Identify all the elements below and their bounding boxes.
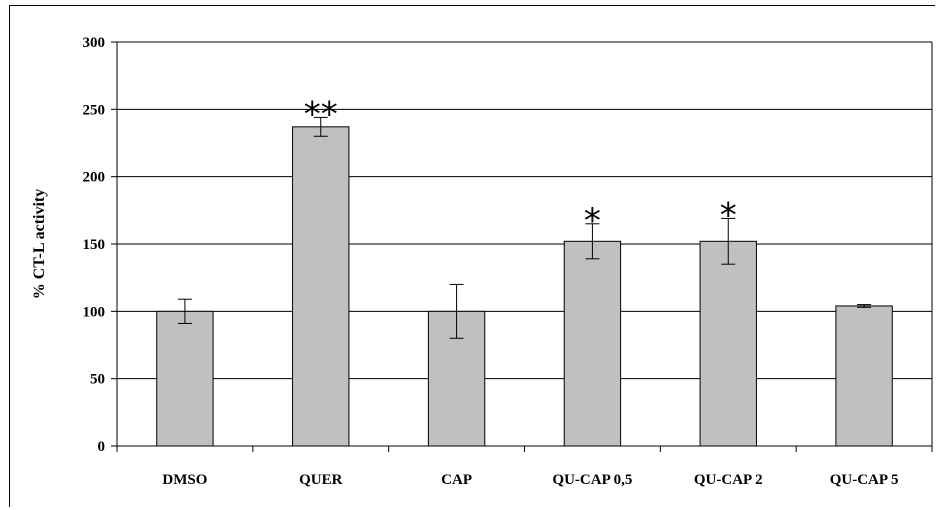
- significance-marks: *** *: [304, 94, 737, 240]
- bar-qu-cap-2: [699, 240, 757, 447]
- category-labels: DMSO QUER CAP QU-CAP 0,5 QU-CAP 2 QU-CAP 5: [162, 472, 898, 488]
- y-tick-label: 50: [90, 372, 105, 388]
- x-tick-label: DMSO: [162, 472, 207, 488]
- axes: [111, 41, 933, 452]
- chart-frame: [9, 5, 935, 507]
- y-tick-label: 150: [83, 237, 106, 253]
- x-tick-label: QU-CAP 5: [830, 472, 899, 488]
- y-tick-label: 300: [83, 35, 106, 51]
- significance-mark: **: [304, 94, 338, 134]
- bar-qu-cap-5: [835, 305, 893, 447]
- x-tick-label: QUER: [299, 472, 343, 488]
- x-tick-label: CAP: [441, 472, 472, 488]
- y-tick-label: 0: [98, 439, 106, 455]
- bar-quer: [292, 126, 350, 447]
- y-tick-label: 100: [83, 304, 106, 320]
- bar-qu-cap-0-5: [563, 240, 622, 447]
- significance-mark: *: [584, 201, 601, 241]
- significance-mark: *: [720, 195, 737, 235]
- y-tick-label: 250: [83, 102, 106, 118]
- error-bars: [177, 116, 872, 339]
- gridlines: [117, 41, 932, 380]
- y-tick-label: 200: [83, 170, 106, 186]
- x-tick-label: QU-CAP 0,5: [552, 472, 632, 488]
- y-axis-label: % CT-L activity: [31, 189, 48, 300]
- x-tick-label: QU-CAP 2: [694, 472, 763, 488]
- bar-dmso: [156, 310, 214, 447]
- bars: [156, 126, 893, 447]
- y-tick-labels: 0 50 100 150 200 250 300: [83, 35, 106, 455]
